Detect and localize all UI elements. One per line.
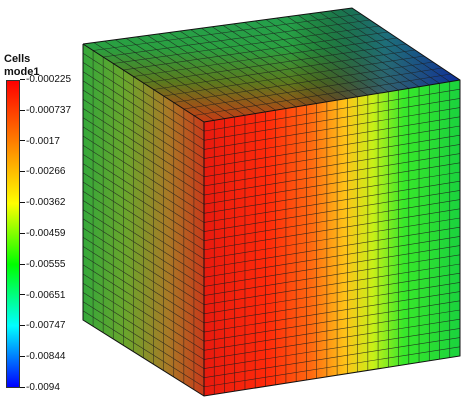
cube-outline [82, 7, 461, 397]
front-face [204, 80, 460, 396]
legend-title: Cells [4, 53, 31, 65]
color-scale-bar [6, 80, 20, 388]
color-scale-tick-label: -0.00844 [20, 351, 65, 363]
top-face-grid [93, 9, 452, 121]
color-scale-tick-label: -0.00651 [20, 290, 65, 302]
side-face-grid [82, 50, 205, 390]
color-scale-tick-label: -0.00266 [20, 166, 65, 178]
color-scale-tick-label: -0.00747 [20, 320, 65, 332]
color-scale-tick-label: -0.0017 [20, 136, 60, 148]
color-scale-tick-label: -0.00362 [20, 197, 65, 209]
color-scale-tick-label: -0.0094 [20, 382, 60, 394]
front-face-grid [203, 81, 461, 395]
color-scale-tick-label: -0.00459 [20, 228, 65, 240]
color-scale-tick-label: -0.000225 [20, 74, 71, 86]
color-scale-tick-label: -0.00555 [20, 259, 65, 271]
color-scale-tick-label: -0.000737 [20, 105, 71, 117]
